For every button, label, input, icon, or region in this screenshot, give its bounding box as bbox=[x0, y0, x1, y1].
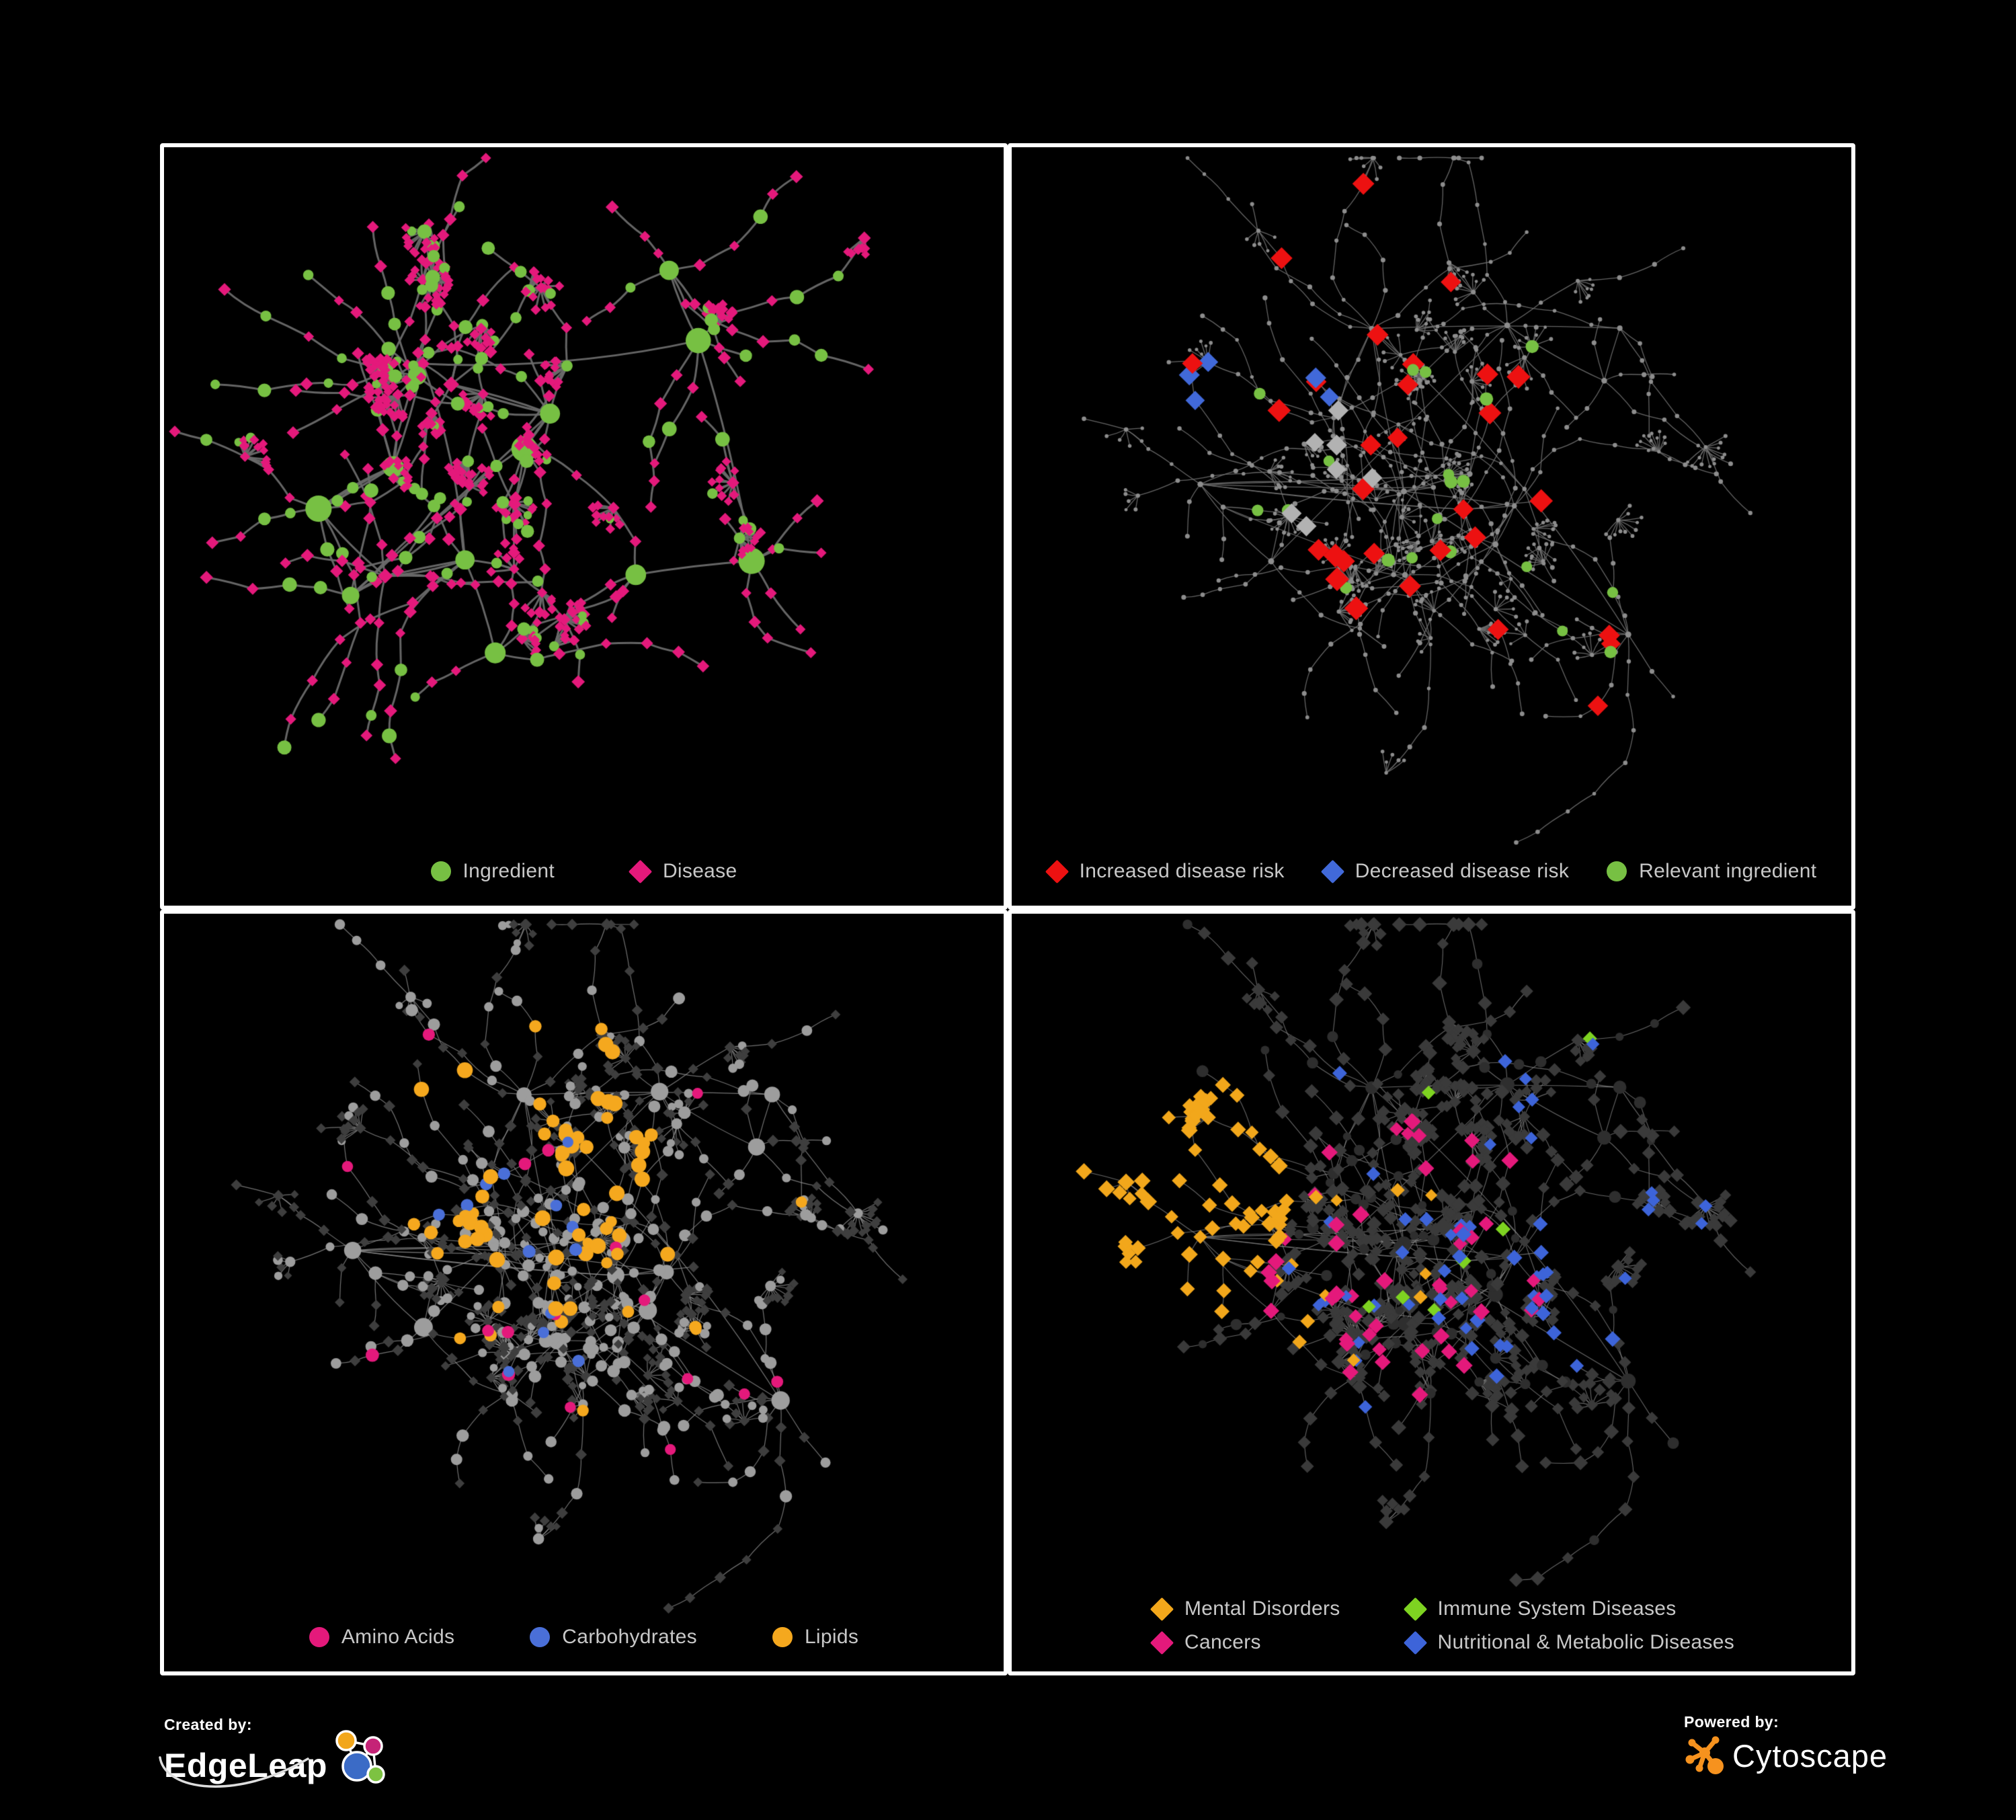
legend-label-decreased-risk: Decreased disease risk bbox=[1355, 860, 1570, 882]
relevant-ingredient-swatch-icon bbox=[1607, 861, 1627, 881]
disease-swatch-icon bbox=[628, 859, 653, 883]
immune-diseases-swatch-icon bbox=[1403, 1597, 1427, 1621]
cancers-swatch-icon bbox=[1150, 1630, 1174, 1655]
legend-label-carbohydrates: Carbohydrates bbox=[562, 1626, 697, 1648]
legend-disease-risk: Increased disease risk Decreased disease… bbox=[1012, 853, 1851, 906]
legend-item-lipids: Lipids bbox=[772, 1626, 858, 1649]
edgeleap-logo-text: EdgeLeap bbox=[164, 1747, 327, 1784]
nutritional-metabolic-swatch-icon bbox=[1403, 1630, 1427, 1655]
legend-label-ingredient: Ingredient bbox=[462, 860, 555, 882]
legend-item-cancers: Cancers bbox=[1150, 1630, 1340, 1655]
network-area-4 bbox=[1012, 914, 1851, 1591]
edgeleap-credit: Created by: EdgeLeap bbox=[159, 1716, 446, 1810]
legend-item-relevant-ingredient: Relevant ingredient bbox=[1607, 860, 1816, 883]
legend-label-relevant-ingredient: Relevant ingredient bbox=[1639, 860, 1817, 882]
legend-label-cancers: Cancers bbox=[1184, 1631, 1261, 1653]
legend-item-carbohydrates: Carbohydrates bbox=[530, 1626, 697, 1649]
network-graph-disease-classes bbox=[1012, 914, 1851, 1591]
edgeleap-brand-row: EdgeLeap bbox=[164, 1730, 446, 1793]
increased-risk-swatch-icon bbox=[1045, 859, 1069, 883]
panel-ingredient-disease: Ingredient Disease bbox=[160, 143, 1008, 910]
lipids-swatch-icon bbox=[772, 1627, 793, 1647]
edgeleap-logo-icon bbox=[335, 1730, 385, 1784]
legend-item-ingredient: Ingredient bbox=[430, 860, 555, 883]
powered-by-label: Powered by: bbox=[1684, 1713, 1779, 1731]
ingredient-swatch-icon bbox=[430, 861, 451, 881]
legend-label-mental-disorders: Mental Disorders bbox=[1184, 1597, 1340, 1620]
decreased-risk-swatch-icon bbox=[1320, 859, 1344, 883]
legend-macronutrients: Amino Acids Carbohydrates Lipids bbox=[164, 1619, 1004, 1671]
network-graph-ingredient-disease bbox=[164, 147, 1004, 853]
legend-item-amino-acids: Amino Acids bbox=[309, 1626, 454, 1649]
legend-label-immune-diseases: Immune System Diseases bbox=[1437, 1597, 1677, 1620]
legend-item-mental-disorders: Mental Disorders bbox=[1150, 1597, 1340, 1621]
legend-label-increased-risk: Increased disease risk bbox=[1079, 860, 1285, 882]
panel-disease-classes: Mental Disorders Immune System Diseases … bbox=[1008, 910, 1855, 1675]
network-area-3 bbox=[164, 914, 1004, 1619]
network-area-2 bbox=[1012, 147, 1851, 853]
carbohydrates-swatch-icon bbox=[530, 1627, 551, 1647]
legend-label-nutritional-metabolic: Nutritional & Metabolic Diseases bbox=[1437, 1631, 1734, 1653]
legend-item-nutritional-metabolic: Nutritional & Metabolic Diseases bbox=[1403, 1630, 1734, 1655]
created-by-label: Created by: bbox=[164, 1716, 252, 1733]
cytoscape-brand-row: Cytoscape bbox=[1684, 1734, 1966, 1777]
legend-label-lipids: Lipids bbox=[804, 1626, 859, 1648]
legend-label-amino-acids: Amino Acids bbox=[341, 1626, 455, 1648]
legend-item-increased-risk: Increased disease risk bbox=[1045, 859, 1285, 883]
panel-disease-risk: Increased disease risk Decreased disease… bbox=[1008, 143, 1855, 910]
cytoscape-logo-text: Cytoscape bbox=[1732, 1737, 1888, 1774]
network-graph-macronutrients bbox=[164, 914, 1004, 1619]
legend-item-immune-diseases: Immune System Diseases bbox=[1403, 1597, 1734, 1621]
mental-disorders-swatch-icon bbox=[1150, 1597, 1174, 1621]
legend-item-decreased-risk: Decreased disease risk bbox=[1320, 859, 1570, 883]
panel-macronutrients: Amino Acids Carbohydrates Lipids bbox=[160, 910, 1008, 1675]
cytoscape-logo-icon bbox=[1685, 1736, 1724, 1774]
legend-item-disease: Disease bbox=[628, 859, 737, 883]
amino-acids-swatch-icon bbox=[309, 1627, 329, 1647]
network-area-1 bbox=[164, 147, 1004, 853]
legend-label-disease: Disease bbox=[662, 860, 737, 882]
cytoscape-credit: Powered by: Cytosc bbox=[1684, 1713, 1966, 1807]
network-graph-disease-risk bbox=[1012, 147, 1851, 853]
legend-disease-classes: Mental Disorders Immune System Diseases … bbox=[1012, 1591, 1851, 1671]
legend-ingredient-disease: Ingredient Disease bbox=[164, 853, 1004, 906]
